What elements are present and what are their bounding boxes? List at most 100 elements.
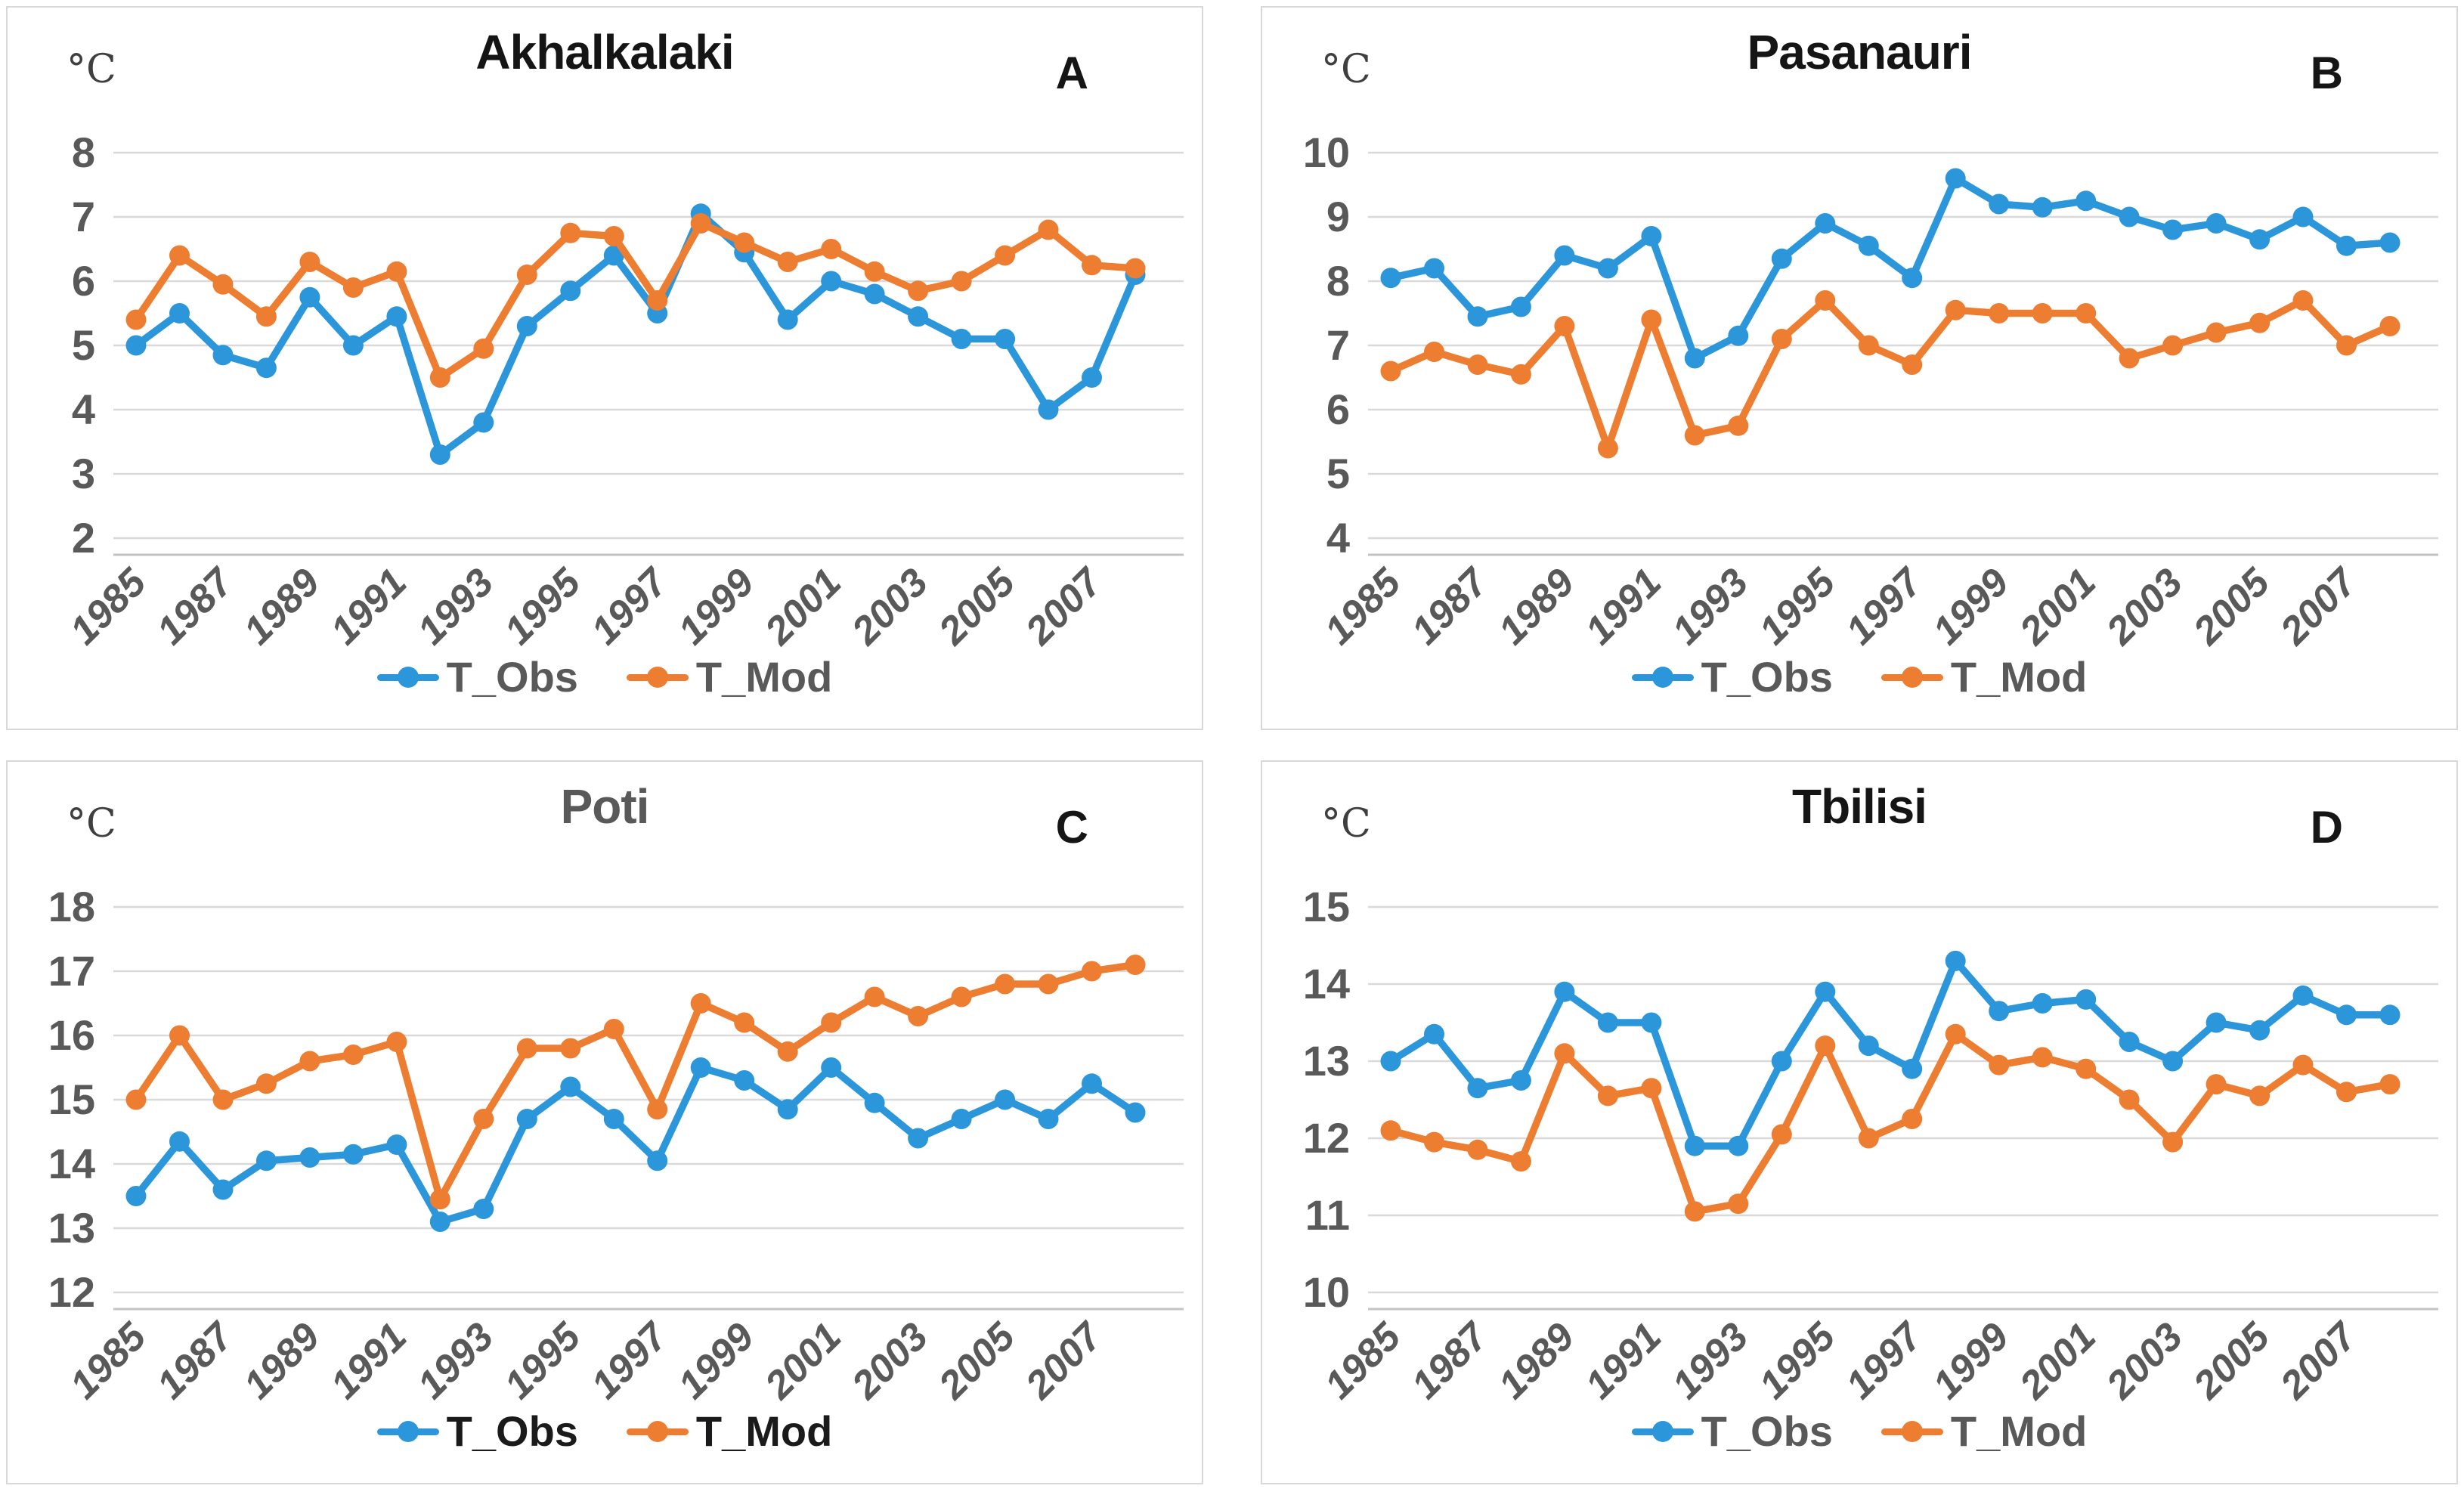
svg-text:11: 11 bbox=[1305, 1191, 1350, 1239]
svg-text:1991: 1991 bbox=[1577, 1314, 1670, 1407]
legend-item-mod: T_Mod bbox=[1881, 656, 2087, 698]
chart-title: Pasanauri bbox=[1747, 25, 1973, 79]
svg-text:2005: 2005 bbox=[930, 1314, 1024, 1408]
obs-line-marker-icon bbox=[376, 1418, 439, 1445]
legend-label-obs: T_Obs bbox=[446, 653, 578, 701]
mod-line-marker-icon bbox=[1881, 1418, 1943, 1445]
plot-area: 1817161514131219851987198919911993199519… bbox=[48, 883, 1184, 1408]
chart-title: Tbilisi bbox=[1792, 779, 1927, 834]
legend-label-mod: T_Mod bbox=[695, 653, 833, 701]
panel-letter: A bbox=[1055, 48, 1088, 98]
obs-line-marker-icon bbox=[376, 664, 439, 691]
svg-text:2003: 2003 bbox=[844, 560, 937, 654]
svg-text:1999: 1999 bbox=[670, 1314, 763, 1407]
mod-line-marker-icon bbox=[626, 1418, 689, 1445]
panel-letter: B bbox=[2310, 48, 2343, 98]
svg-text:2001: 2001 bbox=[2011, 560, 2105, 654]
svg-text:2005: 2005 bbox=[2185, 1314, 2279, 1408]
legend-label-mod: T_Mod bbox=[1950, 1407, 2088, 1455]
svg-text:2: 2 bbox=[72, 514, 95, 562]
legend-item-mod: T_Mod bbox=[626, 1407, 833, 1455]
svg-text:1985: 1985 bbox=[1317, 560, 1410, 654]
svg-text:2007: 2007 bbox=[1017, 1314, 1111, 1408]
svg-text:1997: 1997 bbox=[583, 559, 676, 653]
y-axis-unit-label: °C bbox=[67, 801, 116, 846]
svg-text:1989: 1989 bbox=[236, 1314, 329, 1407]
svg-text:7: 7 bbox=[72, 193, 95, 240]
legend-item-mod: T_Mod bbox=[626, 653, 833, 701]
svg-text:1995: 1995 bbox=[496, 1314, 590, 1408]
legend-item-obs: T_Obs bbox=[376, 1407, 578, 1455]
legend-label-obs: T_Obs bbox=[1701, 1407, 1833, 1455]
svg-text:8: 8 bbox=[72, 128, 95, 176]
svg-text:13: 13 bbox=[48, 1204, 95, 1252]
svg-text:1989: 1989 bbox=[1490, 560, 1583, 653]
svg-text:1999: 1999 bbox=[1924, 1314, 2017, 1407]
svg-text:6: 6 bbox=[1326, 385, 1350, 433]
legend: T_Obs T_Mod bbox=[1262, 656, 2456, 698]
svg-text:2001: 2001 bbox=[2011, 1314, 2105, 1408]
svg-text:13: 13 bbox=[1303, 1037, 1350, 1085]
svg-text:1991: 1991 bbox=[1577, 560, 1670, 653]
svg-text:1997: 1997 bbox=[1837, 559, 1931, 653]
legend: T_Obs T_Mod bbox=[8, 1410, 1202, 1453]
y-axis-unit-label: °C bbox=[1321, 801, 1371, 846]
legend-item-obs: T_Obs bbox=[376, 653, 578, 701]
svg-text:7: 7 bbox=[1326, 321, 1350, 369]
svg-text:2003: 2003 bbox=[2098, 1314, 2192, 1408]
svg-text:2007: 2007 bbox=[1017, 559, 1111, 654]
svg-text:1985: 1985 bbox=[1317, 1314, 1410, 1408]
svg-text:1993: 1993 bbox=[1664, 1314, 1757, 1407]
svg-text:3: 3 bbox=[72, 450, 95, 497]
svg-text:1999: 1999 bbox=[1924, 560, 2017, 653]
plot-area: 8765432198519871989199119931995199719992… bbox=[62, 128, 1184, 654]
svg-text:2007: 2007 bbox=[2271, 1314, 2366, 1408]
y-axis-unit-label: °C bbox=[1321, 47, 1371, 92]
svg-text:17: 17 bbox=[48, 947, 95, 995]
svg-text:2001: 2001 bbox=[757, 560, 850, 654]
svg-text:1985: 1985 bbox=[62, 1314, 156, 1408]
obs-line-marker-icon bbox=[1631, 1418, 1694, 1445]
svg-text:1999: 1999 bbox=[670, 560, 763, 653]
svg-text:18: 18 bbox=[48, 883, 95, 930]
svg-text:9: 9 bbox=[1326, 193, 1350, 240]
obs-line-marker-icon bbox=[1631, 664, 1694, 691]
svg-text:8: 8 bbox=[1326, 257, 1350, 305]
plot-area: 10 9 8 7 6 5 419851987198919911993199519971999… bbox=[1303, 128, 2438, 654]
svg-text:1989: 1989 bbox=[1490, 1314, 1583, 1407]
svg-text:6: 6 bbox=[72, 257, 95, 305]
svg-text:1991: 1991 bbox=[323, 560, 416, 653]
plot-area: 15 14 13 12 11 101985198719891991199319951997… bbox=[1303, 883, 2438, 1408]
svg-text:1995: 1995 bbox=[1750, 560, 1844, 654]
svg-text:1987: 1987 bbox=[149, 1314, 243, 1407]
legend: T_Obs T_Mod bbox=[1262, 1410, 2456, 1453]
svg-text:1985: 1985 bbox=[62, 560, 156, 654]
chart-panel-tbilisi: °C Tbilisi D 15 14 13 12 11 10 1985 1987 1989 199… bbox=[1261, 760, 2458, 1484]
chart-panel-poti: °C Poti C 18 17 16 15 14 13 12 1985 1987 1989 1991… bbox=[6, 760, 1203, 1484]
svg-text:10: 10 bbox=[1303, 1268, 1350, 1316]
svg-text:2003: 2003 bbox=[844, 1314, 937, 1408]
legend-label-obs: T_Obs bbox=[1701, 653, 1833, 701]
panel-letter: C bbox=[1055, 802, 1088, 853]
svg-text:1993: 1993 bbox=[409, 560, 502, 653]
svg-text:15: 15 bbox=[48, 1076, 95, 1123]
chart-panel-pasanauri: °C Pasanauri B 10 9 8 7 6 5 4 1985 1987 1989 1991 1… bbox=[1261, 6, 2458, 730]
svg-text:1995: 1995 bbox=[496, 560, 590, 654]
svg-text:1987: 1987 bbox=[1404, 1314, 1497, 1407]
chart-panel-akhalkalaki: °C Akhalkalaki A 8 7 6 5 4 3 2 1985 1987 1989 1991… bbox=[6, 6, 1203, 730]
svg-text:1993: 1993 bbox=[1664, 560, 1757, 653]
svg-text:12: 12 bbox=[1303, 1114, 1350, 1162]
legend-label-mod: T_Mod bbox=[695, 1407, 833, 1455]
svg-text:16: 16 bbox=[48, 1011, 95, 1059]
svg-text:14: 14 bbox=[1303, 960, 1350, 1007]
y-axis-unit-label: °C bbox=[67, 47, 116, 92]
svg-text:1995: 1995 bbox=[1750, 1314, 1844, 1408]
svg-text:12: 12 bbox=[48, 1268, 95, 1316]
legend-item-obs: T_Obs bbox=[1631, 1407, 1833, 1455]
svg-text:1997: 1997 bbox=[1837, 1314, 1931, 1407]
svg-text:15: 15 bbox=[1303, 883, 1350, 930]
legend-item-mod: T_Mod bbox=[1881, 1410, 2087, 1453]
legend-label-obs: T_Obs bbox=[446, 1407, 578, 1455]
legend-item-obs: T_Obs bbox=[1631, 653, 1833, 701]
